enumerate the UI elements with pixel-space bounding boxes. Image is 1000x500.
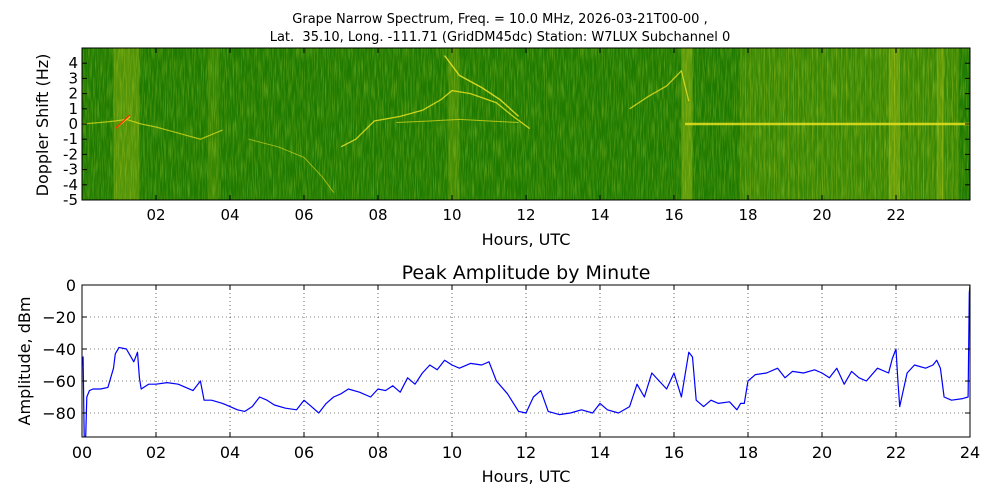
amplitude-x-tick-label: 14	[590, 443, 610, 462]
spectrogram-y-tick-label: -3	[63, 161, 78, 179]
amplitude-y-tick-label: −40	[42, 340, 76, 359]
spectrogram-x-tick-label: 08	[368, 206, 387, 224]
spectrogram-x-tick-label: 10	[442, 206, 461, 224]
amplitude-y-tick-label: 0	[66, 276, 76, 295]
amplitude-x-tick-label: 12	[516, 443, 536, 462]
spectrogram-y-tick-label: 0	[68, 115, 78, 133]
spectrogram-x-tick-label: 18	[738, 206, 757, 224]
spectrogram-title-line-2: Lat. 35.10, Long. -111.71 (GridDM45dc) S…	[269, 30, 731, 45]
spectrogram-trace	[340, 89, 531, 148]
spectrogram-y-tick-label: 1	[68, 100, 78, 118]
amplitude-y-axis: 0 −20 −40 −60 −80	[42, 276, 970, 423]
spectrogram-band	[207, 48, 219, 200]
spectrogram-x-tick-label: 12	[516, 206, 535, 224]
amplitude-title: Peak Amplitude by Minute	[402, 262, 651, 284]
spectrogram-title-line-1: Grape Narrow Spectrum, Freq. = 10.0 MHz,…	[292, 12, 708, 27]
spectrogram-x-axis: 02 04 06 08 10 12 14 16 18 20 22	[146, 48, 906, 224]
amplitude-x-tick-label: 02	[146, 443, 166, 462]
amplitude-x-tick-label: 04	[220, 443, 240, 462]
spectrogram-x-tick-label: 22	[886, 206, 905, 224]
amplitude-y-tick-label: −20	[42, 308, 76, 327]
amplitude-panel: Peak Amplitude by Minute 0 −20 −40 −60 −80 0…	[15, 262, 980, 486]
amplitude-x-tick-label: 16	[664, 443, 684, 462]
spectrogram-x-tick-label: 04	[220, 206, 239, 224]
amplitude-y-tick-label: −60	[42, 372, 76, 391]
spectrogram-y-label: Doppler Shift (Hz)	[33, 54, 52, 197]
spectrogram-y-tick-label: 3	[68, 69, 78, 87]
amplitude-x-tick-label: 22	[886, 443, 906, 462]
spectrogram-y-tick-label: -1	[63, 130, 78, 148]
spectrogram-trace	[248, 138, 335, 193]
spectrogram-trace	[444, 55, 520, 117]
amplitude-x-tick-label: 24	[960, 443, 980, 462]
amplitude-x-tick-label: 00	[72, 443, 92, 462]
spectrogram-trace	[396, 118, 519, 123]
spectrogram-trace	[629, 69, 690, 110]
spectrogram-band	[448, 48, 460, 200]
spectrogram-trace	[82, 118, 223, 140]
amplitude-x-tick-label: 20	[812, 443, 832, 462]
spectrogram-y-tick-label: -4	[63, 176, 78, 194]
spectrogram-x-label: Hours, UTC	[482, 230, 571, 249]
amplitude-y-tick-label: −80	[42, 404, 76, 423]
spectrogram-band	[113, 48, 140, 200]
spectrogram-x-tick-label: 02	[146, 206, 165, 224]
spectrogram-y-tick-label: 4	[68, 54, 78, 72]
spectrogram-x-tick-label: 14	[590, 206, 609, 224]
spectrogram-x-tick-label: 20	[812, 206, 831, 224]
spectrogram-y-tick-label: -5	[63, 191, 78, 209]
spectrogram-x-tick-label: 06	[294, 206, 313, 224]
spectrogram-image	[82, 48, 970, 200]
amplitude-x-tick-label: 10	[442, 443, 462, 462]
spectrogram-x-tick-label: 16	[664, 206, 683, 224]
amplitude-x-axis: 00 02 04 06 08 10 12 14 16 18 20 22 24	[72, 285, 980, 462]
amplitude-x-label: Hours, UTC	[482, 467, 571, 486]
spectrogram-y-tick-label: -2	[63, 145, 78, 163]
amplitude-x-tick-label: 08	[368, 443, 388, 462]
spectrogram-traces	[82, 55, 970, 193]
amplitude-x-tick-label: 06	[294, 443, 314, 462]
spectrogram-hot-trace	[114, 114, 131, 130]
spectrogram-y-tick-label: 2	[68, 85, 78, 103]
amplitude-series-line	[82, 285, 970, 437]
amplitude-y-label: Amplitude, dBm	[15, 297, 34, 426]
amplitude-x-tick-label: 18	[738, 443, 758, 462]
